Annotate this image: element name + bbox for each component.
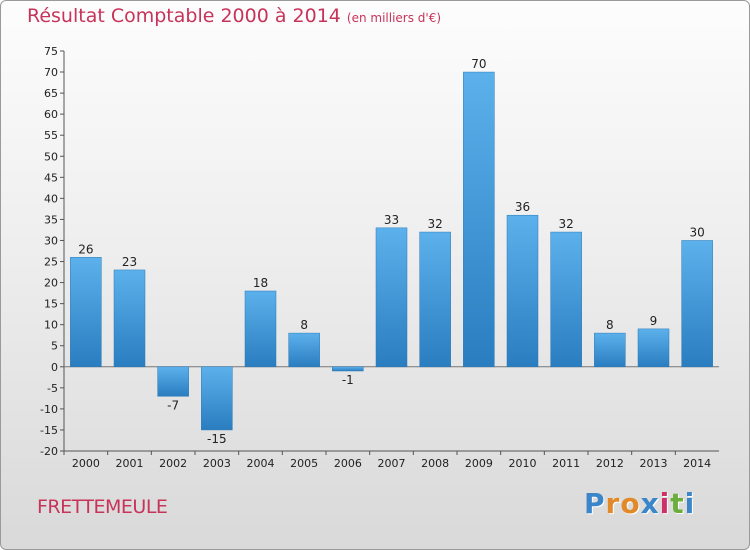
logo-letter: i <box>659 487 671 520</box>
bar-2011[interactable] <box>550 231 582 368</box>
data-label: 32 <box>428 217 443 231</box>
data-label: 23 <box>122 255 137 269</box>
bar-2002[interactable] <box>157 366 189 397</box>
bar-2013[interactable] <box>637 328 670 368</box>
data-label: 70 <box>471 57 486 71</box>
logo-letter: o <box>620 487 641 520</box>
data-labels: 26 23 -7 -15 18 8 -1 33 32 70 36 32 8 9 30 <box>78 57 705 446</box>
y-tick-label: 50 <box>44 150 58 163</box>
data-label: 30 <box>690 225 705 239</box>
chart-title: Résultat Comptable 2000 à 2014 (en millie… <box>27 5 441 27</box>
x-tick-label: 2011 <box>552 457 580 470</box>
logo-letter: t <box>670 487 685 520</box>
y-tick-label: 65 <box>44 87 58 100</box>
y-tick-label: 10 <box>44 319 58 332</box>
data-label: -1 <box>342 373 354 387</box>
data-label: 8 <box>606 318 614 332</box>
data-label: 9 <box>650 314 658 328</box>
y-tick-label: 5 <box>51 340 58 353</box>
logo-letter: r <box>605 487 621 520</box>
bar-2004[interactable] <box>244 290 277 368</box>
x-tick-label: 2002 <box>159 457 187 470</box>
bar-2006[interactable] <box>332 366 364 372</box>
bar-2010[interactable] <box>506 214 539 368</box>
y-tick-label: -15 <box>40 424 58 437</box>
title-unit: (en milliers d'€) <box>346 11 442 25</box>
x-tick-label: 2005 <box>290 457 318 470</box>
logo-letter: i <box>684 487 696 520</box>
y-tick-label: 25 <box>44 256 58 269</box>
x-tick-label: 2010 <box>509 457 537 470</box>
data-label: 26 <box>78 242 93 256</box>
x-tick-label: 2007 <box>378 457 406 470</box>
x-tick-label: 2006 <box>334 457 362 470</box>
bar-2003[interactable] <box>201 366 233 431</box>
bar-2012[interactable] <box>594 332 626 368</box>
y-tick-label: 40 <box>44 192 58 205</box>
y-tick-label: 60 <box>44 108 58 121</box>
bar-2007[interactable] <box>375 227 408 368</box>
y-tick-label: 55 <box>44 129 58 142</box>
x-tick-label: 2008 <box>421 457 449 470</box>
y-tick-label: 35 <box>44 213 58 226</box>
data-label: 33 <box>384 213 399 227</box>
y-tick-label: 45 <box>44 171 58 184</box>
bar-2005[interactable] <box>288 332 320 368</box>
logo-letter: x <box>640 487 660 520</box>
x-tick-label: 2004 <box>247 457 275 470</box>
y-tick-label: -10 <box>40 403 58 416</box>
data-label: 18 <box>253 276 268 290</box>
x-tick-label: 2001 <box>116 457 144 470</box>
title-text: Résultat Comptable 2000 à 2014 <box>27 5 341 27</box>
bar-2001[interactable] <box>113 269 146 368</box>
y-axis: -20 -15 -10 -5 0 5 10 15 20 25 30 35 40 45 50 55 60 65 70 7… <box>40 45 65 458</box>
bars <box>70 71 713 431</box>
y-tick-label: 70 <box>44 66 58 79</box>
y-tick-label: -20 <box>40 445 58 458</box>
y-tick-label: -5 <box>47 382 58 395</box>
data-label: -15 <box>207 432 227 446</box>
data-label: 36 <box>515 200 530 214</box>
data-label: 32 <box>559 217 574 231</box>
x-tick-label: 2000 <box>72 457 100 470</box>
town-name: FRETTEMEULE <box>37 496 168 518</box>
bar-2009[interactable] <box>463 71 495 368</box>
data-label: -7 <box>167 398 179 412</box>
y-tick-label: 75 <box>44 45 58 58</box>
y-tick-label: 20 <box>44 277 58 290</box>
proxiti-logo[interactable]: Proxiti <box>584 487 695 520</box>
data-label: 8 <box>300 318 308 332</box>
y-tick-label: 30 <box>44 234 58 247</box>
bar-2014[interactable] <box>681 240 713 368</box>
x-tick-label: 2003 <box>203 457 231 470</box>
bar-2000[interactable] <box>70 257 102 368</box>
x-tick-label: 2009 <box>465 457 493 470</box>
logo-letter: P <box>584 487 606 520</box>
x-tick-label: 2014 <box>683 457 711 470</box>
y-tick-label: 0 <box>51 361 58 374</box>
x-tick-label: 2013 <box>640 457 668 470</box>
y-tick-label: 15 <box>44 298 58 311</box>
bar-2008[interactable] <box>419 231 451 368</box>
x-tick-label: 2012 <box>596 457 624 470</box>
